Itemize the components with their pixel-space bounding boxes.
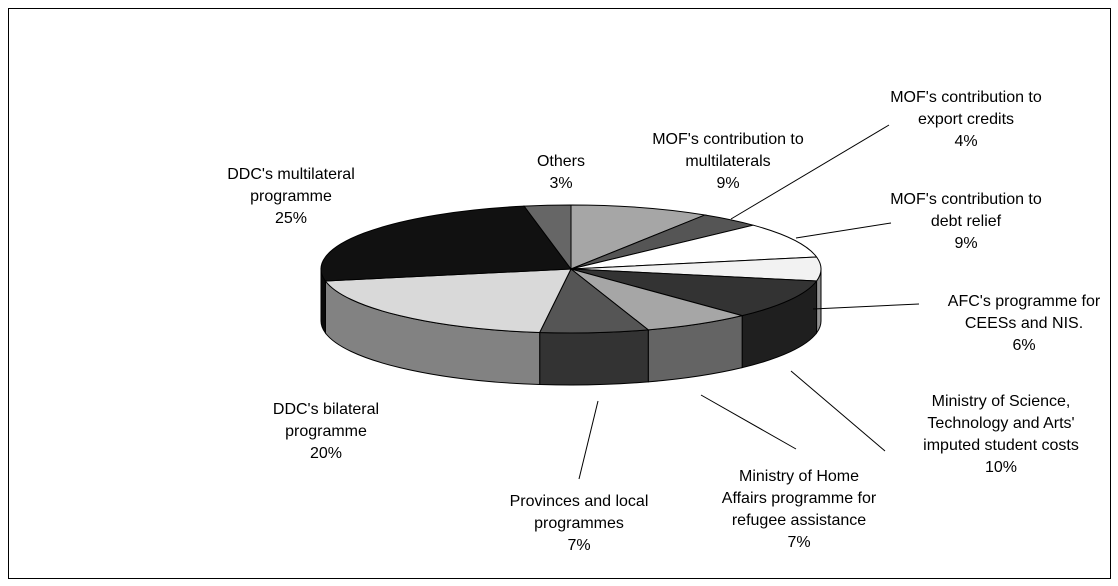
slice-value: 20% bbox=[309, 445, 343, 462]
leader-line bbox=[795, 222, 892, 239]
slice-label: MOF's contribution to debt relief 9% bbox=[836, 189, 1096, 255]
slice-name: Provinces and local programmes bbox=[509, 493, 649, 532]
slice-name: Ministry of Home Affairs programme for r… bbox=[721, 468, 877, 529]
leader-line bbox=[812, 303, 920, 310]
slice bbox=[570, 204, 707, 270]
slice-name: MOF's contribution to export credits bbox=[890, 89, 1042, 128]
leader-line bbox=[730, 124, 890, 220]
slice-value: 9% bbox=[716, 175, 740, 192]
slice-side bbox=[539, 329, 649, 386]
slice-value: 25% bbox=[274, 210, 308, 227]
slice-name: Ministry of Science, Technology and Arts… bbox=[923, 393, 1079, 454]
slice-label: Ministry of Home Affairs programme for r… bbox=[669, 466, 929, 554]
slice-label: MOF's contribution to multilaterals 9% bbox=[598, 129, 858, 195]
chart-frame: MOF's contribution to multilaterals 9% MOF… bbox=[8, 8, 1111, 579]
slice-name: DDC's bilateral programme bbox=[272, 401, 380, 440]
slice-value: 6% bbox=[1012, 337, 1036, 354]
slice-value: 7% bbox=[567, 537, 591, 554]
slice-name: Others bbox=[536, 153, 585, 170]
slice-name: DDC's multilateral programme bbox=[227, 166, 355, 205]
slice-name: AFC's programme for CEESs and NIS. bbox=[947, 293, 1101, 332]
slice bbox=[538, 268, 650, 334]
slice-label: DDC's bilateral programme 20% bbox=[196, 399, 456, 465]
slice bbox=[523, 204, 572, 271]
slice-name: MOF's contribution to multilaterals bbox=[652, 131, 804, 170]
slice-value: 3% bbox=[549, 175, 573, 192]
slice bbox=[570, 224, 818, 270]
slice-name: MOF's contribution to debt relief bbox=[890, 191, 1042, 230]
slice-label: AFC's programme for CEESs and NIS. 6% bbox=[894, 291, 1110, 357]
slice-label: MOF's contribution to export credits 4% bbox=[836, 87, 1096, 153]
slice bbox=[570, 268, 743, 331]
slice-label: Ministry of Science, Technology and Arts… bbox=[871, 391, 1110, 479]
slice bbox=[570, 268, 818, 317]
leader-line bbox=[578, 400, 599, 480]
slice bbox=[324, 268, 572, 334]
leader-line bbox=[790, 370, 886, 452]
slice-value: 10% bbox=[984, 459, 1018, 476]
leader-line bbox=[700, 394, 797, 450]
slice-value: 9% bbox=[954, 235, 978, 252]
slice-label: Provinces and local programmes 7% bbox=[449, 491, 709, 557]
slice bbox=[320, 205, 572, 282]
slice-value: 7% bbox=[787, 534, 811, 551]
pie-chart bbox=[320, 124, 920, 480]
slice-value: 4% bbox=[954, 133, 978, 150]
slice-label: DDC's multilateral programme 25% bbox=[161, 164, 421, 230]
slice-label: Others 3% bbox=[431, 151, 691, 195]
